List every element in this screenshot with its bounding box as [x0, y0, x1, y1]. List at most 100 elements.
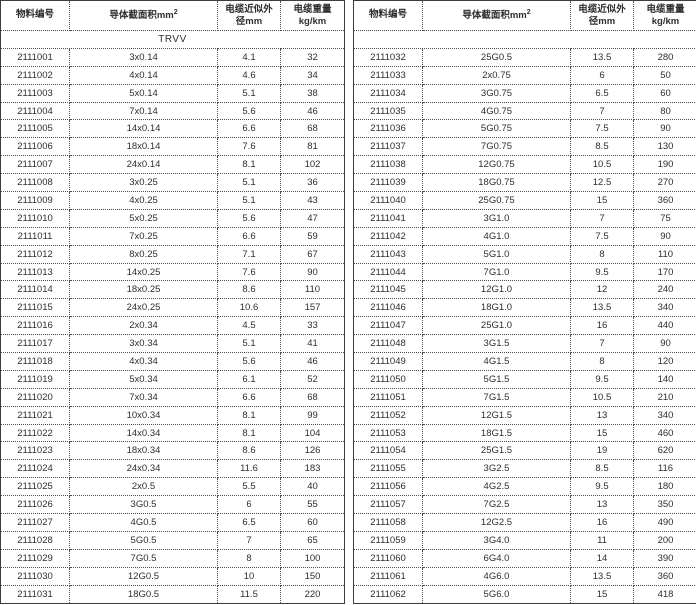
cell-material-id: 2111049	[353, 352, 423, 371]
cell-weight: 102	[280, 155, 345, 175]
cell-weight: 490	[633, 513, 696, 532]
cell-conductor-section: 25G0.5	[422, 47, 571, 67]
cell-outer-diameter: 7.5	[570, 226, 634, 246]
cell-outer-diameter: 15	[570, 423, 634, 443]
cell-outer-diameter: 6.1	[217, 369, 281, 389]
cell-weight: 390	[633, 548, 696, 568]
cell-conductor-section: 24x0.14	[69, 155, 218, 175]
cell-weight: 104	[280, 423, 345, 443]
cell-weight: 100	[280, 548, 345, 568]
cell-conductor-section: 8x0.25	[69, 244, 218, 264]
table-row: 2111041 3G1.0 7 75	[353, 208, 696, 228]
cell-material-id: 2111011	[0, 226, 70, 246]
cell-conductor-section: 4G6.0	[422, 566, 571, 586]
header-row: 物料编号 导体截面积mm2 电缆近似外 径mm 电缆重量 kg/km	[353, 0, 696, 31]
cell-material-id: 2111021	[0, 405, 70, 425]
cell-conductor-section: 18G1.0	[422, 298, 571, 318]
cable-type-label: TRVV	[0, 30, 345, 49]
table-row: 2111002 4x0.14 4.6 34	[0, 65, 345, 85]
cell-outer-diameter: 9.5	[570, 262, 634, 282]
cell-conductor-section: 3G0.75	[422, 83, 571, 103]
cell-conductor-section: 18G1.5	[422, 423, 571, 443]
cell-outer-diameter: 7	[570, 208, 634, 228]
cell-material-id: 2111016	[0, 316, 70, 336]
cell-outer-diameter: 6	[570, 65, 634, 85]
cell-conductor-section: 7G1.5	[422, 387, 571, 407]
table-row: 2111033 2x0.75 6 50	[353, 65, 696, 85]
table-row: 2111001 3x0.14 4.1 32	[0, 47, 345, 67]
table-row: 2111031 18G0.5 11.5 220	[0, 584, 345, 604]
cell-outer-diameter: 8.5	[570, 137, 634, 157]
cell-material-id: 2111022	[0, 423, 70, 443]
col-header-weight: 电缆重量 kg/km	[280, 0, 345, 31]
table-row: 2111024 24x0.34 11.6 183	[0, 459, 345, 479]
table-row: 2111040 25G0.75 15 360	[353, 191, 696, 210]
table-row: 2111015 24x0.25 10.6 157	[0, 298, 345, 318]
table-row: 2111020 7x0.34 6.6 68	[0, 387, 345, 407]
cell-weight: 80	[633, 101, 696, 121]
cell-outer-diameter: 13.5	[570, 47, 634, 67]
cell-conductor-section: 2x0.5	[69, 477, 218, 497]
table-row: 2111060 6G4.0 14 390	[353, 548, 696, 568]
table-row: 2111022 14x0.34 8.1 104	[0, 423, 345, 443]
cell-material-id: 2111044	[353, 262, 423, 282]
table-row: 2111057 7G2.5 13 350	[353, 495, 696, 515]
cell-outer-diameter: 10.5	[570, 387, 634, 407]
material-table-left: 物料编号 导体截面积mm2 电缆近似外 径mm 电缆重量 kg/km TRVV …	[0, 0, 345, 604]
col-header-conductor-section: 导体截面积mm2	[69, 0, 218, 31]
cell-conductor-section: 7x0.14	[69, 101, 218, 121]
cell-weight: 59	[280, 226, 345, 246]
cell-weight: 90	[633, 334, 696, 354]
cell-outer-diameter: 7.6	[217, 262, 281, 282]
cell-material-id: 2111051	[353, 387, 423, 407]
cell-outer-diameter: 7.5	[570, 119, 634, 139]
cell-outer-diameter: 11.5	[217, 584, 281, 604]
cell-weight: 75	[633, 208, 696, 228]
table-row: 2111021 10x0.34 8.1 99	[0, 405, 345, 425]
cell-weight: 270	[633, 173, 696, 193]
table-row: 2111030 12G0.5 10 150	[0, 566, 345, 586]
table-row: 2111056 4G2.5 9.5 180	[353, 477, 696, 497]
table-row: 2111053 18G1.5 15 460	[353, 423, 696, 443]
col-header-conductor-section: 导体截面积mm2	[422, 0, 571, 31]
cell-weight: 418	[633, 584, 696, 604]
table-row: 2111006 18x0.14 7.6 81	[0, 137, 345, 157]
cell-material-id: 2111004	[0, 101, 70, 121]
cell-weight: 67	[280, 244, 345, 264]
cell-material-id: 2111012	[0, 244, 70, 264]
cell-weight: 43	[280, 191, 345, 210]
cell-outer-diameter: 5.1	[217, 83, 281, 103]
cell-weight: 81	[280, 137, 345, 157]
cell-outer-diameter: 5.1	[217, 191, 281, 210]
cell-material-id: 2111061	[353, 566, 423, 586]
cell-conductor-section: 7x0.25	[69, 226, 218, 246]
cell-conductor-section: 10x0.34	[69, 405, 218, 425]
table-row: 2111017 3x0.34 5.1 41	[0, 334, 345, 354]
cell-outer-diameter: 6.5	[217, 513, 281, 532]
cell-material-id: 2111001	[0, 47, 70, 67]
table-row: 2111011 7x0.25 6.6 59	[0, 226, 345, 246]
cell-material-id: 2111003	[0, 83, 70, 103]
cell-conductor-section: 4x0.14	[69, 65, 218, 85]
cell-outer-diameter: 5.1	[217, 173, 281, 193]
table-row: 2111039 18G0.75 12.5 270	[353, 173, 696, 193]
cell-material-id: 2111019	[0, 369, 70, 389]
cell-material-id: 2111030	[0, 566, 70, 586]
cell-outer-diameter: 6.6	[217, 119, 281, 139]
table-row: 2111028 5G0.5 7 65	[0, 530, 345, 550]
group-row: TRVV	[0, 30, 345, 49]
cell-weight: 110	[280, 280, 345, 300]
cell-outer-diameter: 5.6	[217, 101, 281, 121]
cell-material-id: 2111002	[0, 65, 70, 85]
cell-conductor-section: 4G0.75	[422, 101, 571, 121]
cell-conductor-section: 4x0.25	[69, 191, 218, 210]
cell-material-id: 2111037	[353, 137, 423, 157]
cell-material-id: 2111014	[0, 280, 70, 300]
cell-outer-diameter: 7	[570, 334, 634, 354]
cell-conductor-section: 7x0.34	[69, 387, 218, 407]
cell-conductor-section: 7G1.0	[422, 262, 571, 282]
cell-material-id: 2111060	[353, 548, 423, 568]
cell-conductor-section: 14x0.14	[69, 119, 218, 139]
cell-conductor-section: 14x0.34	[69, 423, 218, 443]
cell-weight: 52	[280, 369, 345, 389]
